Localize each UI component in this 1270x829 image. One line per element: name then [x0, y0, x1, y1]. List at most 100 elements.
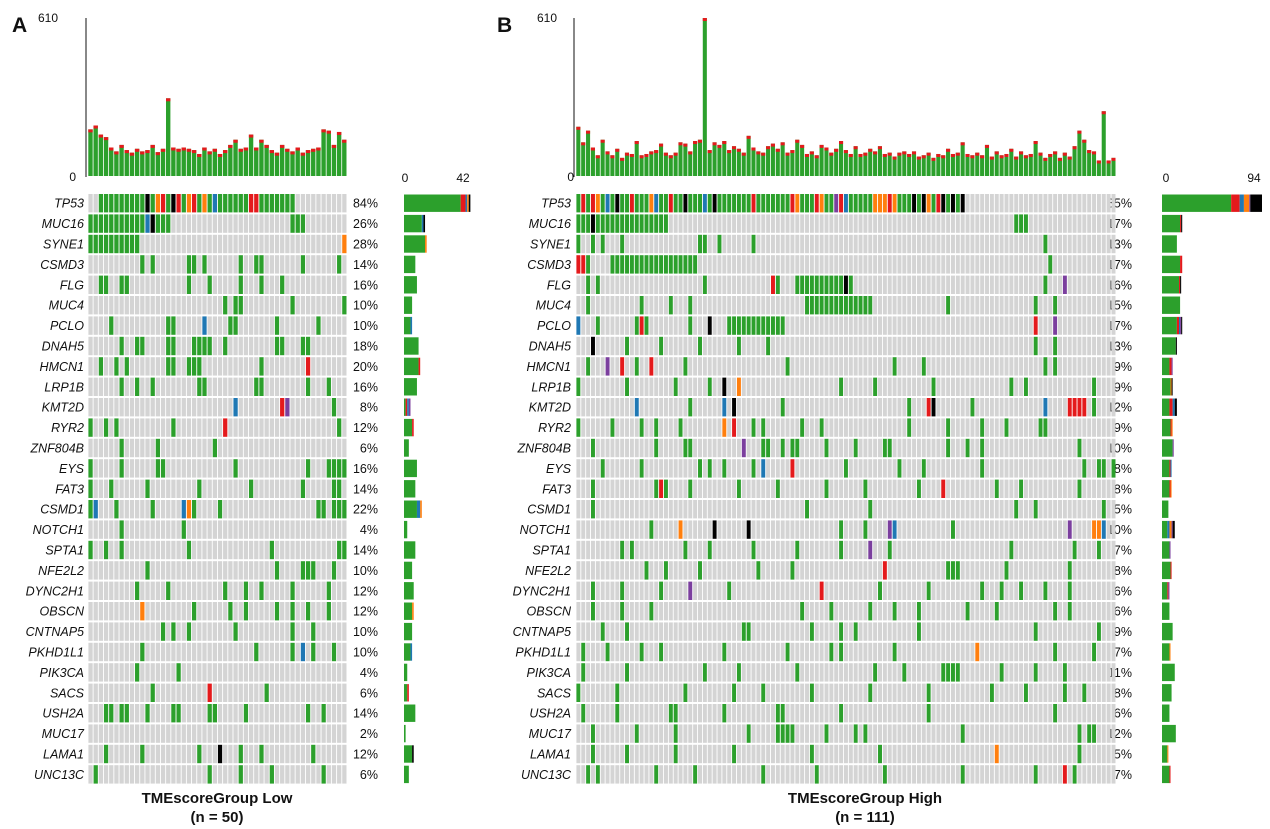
mutation-cell: [290, 581, 295, 600]
gene-mutation-percent: 12%: [353, 748, 378, 762]
mutation-cell: [868, 500, 873, 519]
mutation-cell: [1038, 602, 1043, 621]
tmb-bar: [804, 153, 810, 176]
mutation-cell: [605, 540, 610, 560]
mutation-cell: [98, 765, 104, 784]
mutation-cell: [615, 316, 620, 335]
mutation-cell: [960, 275, 965, 294]
mutation-cell: [892, 398, 897, 417]
gene-mutation-percent: 14%: [353, 258, 378, 272]
mutation-cell: [98, 704, 104, 723]
mutation-cell: [766, 704, 771, 723]
mutation-cell: [326, 357, 331, 376]
gene-frequency-bar: [1179, 276, 1181, 294]
mutation-cell: [316, 377, 321, 396]
mutation-cell: [873, 561, 878, 580]
mutation-cell: [254, 520, 259, 539]
mutation-cell: [166, 581, 171, 600]
tmb-bar-top: [663, 152, 668, 156]
mutation-cell: [1019, 418, 1024, 437]
mutation-cell: [620, 336, 625, 356]
mutation-cell: [863, 336, 868, 356]
tmb-bar: [264, 144, 269, 176]
mutation-cell: [634, 336, 639, 356]
mutation-cell: [140, 520, 145, 539]
mutation-cell: [989, 500, 994, 519]
mutation-cell: [994, 275, 999, 294]
mutation-cell: [337, 724, 342, 743]
mutation-cell: [238, 377, 243, 396]
mutation-cell: [197, 316, 202, 335]
mutation-cell: [93, 581, 98, 600]
mutation-cell: [736, 275, 741, 294]
mutation-cell: [931, 398, 936, 417]
mutation-cell: [254, 500, 259, 519]
mutation-cell: [1082, 255, 1087, 274]
mutation-cell: [1009, 275, 1014, 294]
mutation-cell: [1062, 500, 1067, 519]
mutation-cell: [233, 581, 238, 600]
mutation-cell: [766, 438, 771, 458]
mutation-cell: [936, 398, 941, 417]
mutation-cell: [1067, 296, 1072, 315]
gene-frequency-bar: [404, 459, 417, 478]
mutation-cell: [93, 234, 98, 254]
mutation-cell: [834, 316, 839, 335]
mutation-cell: [707, 724, 712, 743]
mutation-cell: [248, 398, 254, 417]
mutation-cell: [254, 744, 259, 764]
mutation-cell: [595, 602, 600, 621]
mutation-cell: [629, 642, 634, 662]
mutation-cell: [295, 663, 300, 682]
mutation-cell: [809, 683, 814, 702]
mutation-cell: [712, 724, 717, 743]
mutation-cell: [103, 540, 109, 560]
mutation-cell: [600, 459, 605, 478]
mutation-cell: [202, 418, 207, 437]
mutation-cell: [644, 520, 649, 539]
mutation-cell: [1028, 194, 1033, 213]
mutation-cell: [590, 561, 595, 580]
mutation-cell: [955, 214, 960, 233]
mutation-cell: [129, 418, 135, 437]
mutation-cell: [985, 438, 990, 458]
mutation-cell: [824, 255, 829, 274]
mutation-cell: [843, 459, 848, 478]
mutation-cell: [795, 194, 800, 213]
mutation-cell: [625, 398, 630, 417]
mutation-cell: [1009, 602, 1014, 621]
tmb-bar-top: [804, 153, 810, 157]
mutation-cell: [605, 438, 610, 458]
mutation-cell: [805, 296, 810, 315]
mutation-cell: [264, 357, 269, 376]
mutation-cell: [1009, 561, 1014, 580]
mutation-cell: [615, 642, 620, 662]
mutation-cell: [921, 500, 926, 519]
tmb-bar-top: [160, 148, 166, 152]
mutation-cell: [756, 520, 761, 539]
mutation-cell: [688, 296, 693, 315]
mutation-cell: [834, 459, 839, 478]
mutation-cell: [834, 438, 839, 458]
mutation-cell: [166, 683, 171, 702]
mutation-cell: [712, 479, 717, 498]
mutation-cell: [785, 296, 790, 315]
mutation-cell: [1009, 398, 1014, 417]
mutation-cell: [129, 704, 135, 723]
mutation-cell: [98, 500, 104, 519]
mutation-cell: [931, 459, 936, 478]
mutation-cell: [114, 602, 119, 621]
mutation-cell: [581, 683, 586, 702]
gene-mutation-percent: 10%: [1107, 523, 1132, 537]
mutation-cell: [654, 377, 659, 396]
mutation-cell: [192, 234, 197, 254]
mutation-cell: [746, 275, 751, 294]
mutation-cell: [1082, 275, 1087, 294]
mutation-cell: [639, 214, 644, 233]
mutation-cell: [970, 398, 975, 417]
mutation-cell: [321, 540, 326, 560]
mutation-cell: [941, 561, 946, 580]
tmb-bar-top: [1082, 139, 1087, 143]
mutation-cell: [663, 194, 668, 213]
mutation-cell: [129, 581, 135, 600]
